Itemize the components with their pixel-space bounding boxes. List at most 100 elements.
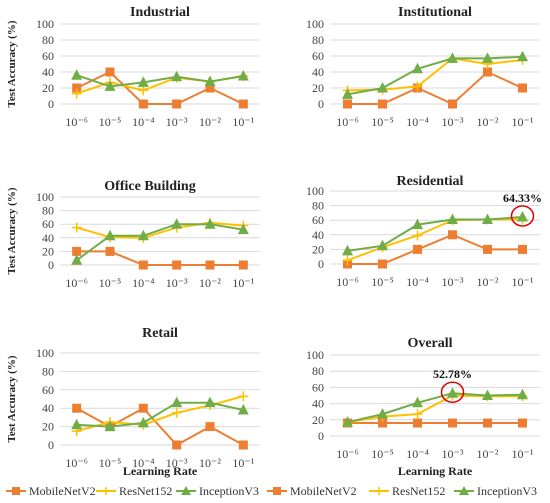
data-point xyxy=(104,229,116,241)
data-point xyxy=(104,420,116,432)
x-tick-label: 10⁻³ xyxy=(442,115,464,129)
chart-panel-4: Retail 0 20 40 60 80 100 10⁻⁶ 10⁻⁵ 10⁻⁴ 10⁻³ 10⁻² 10… xyxy=(6,326,260,478)
data-point xyxy=(237,70,249,81)
data-point xyxy=(72,403,82,413)
data-point xyxy=(517,50,528,62)
data-point xyxy=(447,387,458,398)
data-point xyxy=(483,244,492,254)
y-tick-label: 100 xyxy=(306,184,324,198)
chart-title: Industrial xyxy=(130,5,190,20)
data-point xyxy=(171,218,183,229)
data-point xyxy=(205,260,215,270)
y-tick-label: 20 xyxy=(42,420,54,434)
x-tick-label: 10⁻³ xyxy=(442,275,464,289)
x-tick-label: 10⁻² xyxy=(199,276,221,290)
y-tick-label: 20 xyxy=(42,244,54,258)
legend-marker xyxy=(12,487,20,495)
y-tick-label: 80 xyxy=(312,199,324,213)
data-point xyxy=(412,62,423,74)
y-tick-label: 40 xyxy=(42,401,54,415)
data-point xyxy=(518,83,527,93)
y-tick-label: 0 xyxy=(48,438,54,452)
y-tick-label: 60 xyxy=(312,213,324,227)
chart-panel-5: Overall 0 20 40 60 80 100 10⁻⁶ 10⁻⁵ 10⁻⁴ 10⁻³ 10⁻² 1… xyxy=(306,336,540,478)
x-tick-label: 10⁻⁴ xyxy=(406,275,429,289)
y-tick-label: 60 xyxy=(42,49,54,63)
data-point xyxy=(517,388,528,400)
y-tick-label: 20 xyxy=(42,81,54,95)
data-point xyxy=(377,239,388,251)
series-line-mobilenetv2 xyxy=(347,70,523,106)
data-point xyxy=(138,403,148,413)
data-point xyxy=(342,244,353,256)
y-tick-label: 60 xyxy=(42,217,54,231)
data-point xyxy=(413,418,422,428)
data-point xyxy=(171,70,183,82)
data-point xyxy=(71,418,83,430)
series-line-resnet152 xyxy=(347,218,523,262)
data-point xyxy=(72,83,82,93)
data-point xyxy=(378,259,387,269)
x-tick-label: 10⁻³ xyxy=(442,447,464,461)
y-tick-label: 0 xyxy=(48,97,54,111)
x-tick-label: 10⁻¹ xyxy=(512,115,534,129)
data-point xyxy=(237,223,249,235)
data-point xyxy=(104,80,116,91)
data-point xyxy=(105,67,115,77)
series-line-inceptionv3 xyxy=(347,392,523,424)
legend-label: MobileNetV2 xyxy=(29,484,96,498)
legend-marker xyxy=(181,486,191,495)
data-point xyxy=(172,99,182,109)
y-tick-label: 0 xyxy=(318,429,324,443)
data-point xyxy=(412,218,423,230)
series-line-resnet152 xyxy=(347,394,523,424)
data-point xyxy=(378,418,387,428)
y-tick-label: 40 xyxy=(312,397,324,411)
x-tick-label: 10⁻³ xyxy=(166,115,188,129)
y-tick-label: 40 xyxy=(42,65,54,79)
data-point xyxy=(204,75,216,87)
x-tick-label: 10⁻¹ xyxy=(232,276,254,290)
x-tick-label: 10⁻² xyxy=(477,447,499,461)
series-line-mobilenetv2 xyxy=(76,70,244,105)
y-tick-label: 40 xyxy=(312,65,324,79)
x-tick-label: 10⁻⁶ xyxy=(336,447,359,461)
x-axis-label: Learning Rate xyxy=(398,464,473,478)
data-point xyxy=(137,229,149,241)
y-tick-label: 20 xyxy=(312,81,324,95)
data-point xyxy=(237,404,249,415)
y-tick-label: 60 xyxy=(312,380,324,394)
x-tick-label: 10⁻⁴ xyxy=(132,276,155,290)
series-line-inceptionv3 xyxy=(76,401,244,428)
data-point xyxy=(518,418,527,428)
y-tick-label: 20 xyxy=(312,413,324,427)
x-tick-label: 10⁻⁵ xyxy=(99,115,122,129)
legend-label: InceptionV3 xyxy=(477,484,537,498)
x-tick-label: 10⁻¹ xyxy=(232,456,254,470)
highlight-circle xyxy=(440,381,465,403)
chart-title: Residential xyxy=(397,174,464,189)
x-tick-label: 10⁻⁴ xyxy=(406,115,429,129)
y-tick-label: 100 xyxy=(306,348,324,362)
series-line-mobilenetv2 xyxy=(347,233,523,265)
x-tick-label: 10⁻⁶ xyxy=(65,276,88,290)
data-point xyxy=(483,418,492,428)
x-tick-label: 10⁻⁴ xyxy=(132,456,155,470)
annotation-label: 52.78% xyxy=(433,367,472,381)
y-tick-label: 40 xyxy=(312,228,324,242)
data-point xyxy=(377,408,388,419)
legend-label: ResNet152 xyxy=(119,484,172,498)
x-tick-label: 10⁻⁴ xyxy=(132,115,155,129)
data-point xyxy=(204,396,216,408)
highlight-circle xyxy=(510,205,535,227)
y-tick-label: 0 xyxy=(48,258,54,272)
x-tick-label: 10⁻² xyxy=(199,456,221,470)
x-tick-label: 10⁻² xyxy=(199,115,221,129)
x-tick-label: 10⁻⁴ xyxy=(406,447,429,461)
data-point xyxy=(72,246,82,256)
x-tick-label: 10⁻¹ xyxy=(232,115,254,129)
y-tick-label: 100 xyxy=(36,346,54,360)
y-tick-label: 100 xyxy=(36,190,54,204)
